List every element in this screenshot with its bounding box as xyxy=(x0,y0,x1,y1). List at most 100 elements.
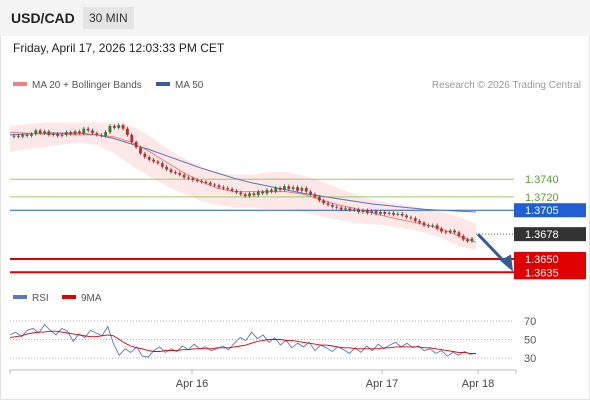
current-price-label: 1.3678 xyxy=(525,229,559,241)
candle-body xyxy=(405,215,408,218)
candle-body xyxy=(326,203,330,205)
candle-body xyxy=(134,141,138,148)
candle-body xyxy=(91,130,94,134)
level-label: 1.3705 xyxy=(525,205,559,217)
candle-body xyxy=(213,184,217,186)
candle-body xyxy=(139,147,142,154)
candle-body xyxy=(283,186,286,190)
candle-body xyxy=(444,231,448,233)
candle-body xyxy=(86,128,90,131)
candle-body xyxy=(466,239,470,242)
candle-body xyxy=(470,238,474,242)
candle-body xyxy=(387,212,391,214)
ma20-line xyxy=(9,131,477,243)
candle-body xyxy=(461,235,465,240)
candle-body xyxy=(21,134,25,137)
candle-body xyxy=(173,172,177,174)
candle-body xyxy=(274,188,278,192)
candle-body xyxy=(147,157,151,160)
rsi-ma-line xyxy=(9,330,476,354)
candle-body xyxy=(322,200,326,204)
candle-body xyxy=(143,153,147,158)
candle-body xyxy=(112,126,116,128)
candle-body xyxy=(426,225,430,227)
candle-body xyxy=(379,212,382,214)
x-tick-label: Apr 18 xyxy=(462,378,494,390)
forecast-arrow-head xyxy=(500,254,513,272)
candle-body xyxy=(365,210,369,213)
candle-body xyxy=(169,169,173,173)
candle-body xyxy=(16,135,20,137)
candle-body xyxy=(204,181,208,183)
candle-body xyxy=(239,192,243,195)
candle-body xyxy=(396,213,400,215)
candle-body xyxy=(309,191,313,195)
candle-body xyxy=(235,190,238,193)
candle-body xyxy=(25,134,29,136)
candle-body xyxy=(392,212,395,215)
rsi-level-label: 30 xyxy=(524,353,536,365)
candle-body xyxy=(108,126,112,133)
candle-body xyxy=(156,161,160,164)
candle-body xyxy=(361,210,365,212)
candle-body xyxy=(278,188,282,190)
candle-body xyxy=(208,182,212,185)
candle-body xyxy=(265,189,269,194)
rsi-level-label: 50 xyxy=(524,335,536,347)
candle-body xyxy=(182,174,186,178)
candle-body xyxy=(99,134,103,136)
candle-body xyxy=(78,131,81,134)
candle-body xyxy=(178,173,182,175)
candle-body xyxy=(43,131,46,134)
candle-body xyxy=(296,187,299,191)
candle-body xyxy=(374,211,378,214)
candle-body xyxy=(269,189,273,192)
ma20-legend: MA 20 + Bollinger Bands xyxy=(13,80,142,92)
rsi-swatch xyxy=(13,295,27,300)
candle-body xyxy=(418,220,422,223)
candle-body xyxy=(252,193,256,196)
candle-body xyxy=(409,217,413,219)
ma50-legend-label: MA 50 xyxy=(175,80,204,91)
candle-body xyxy=(117,125,121,128)
candle-body xyxy=(300,188,304,191)
candle-body xyxy=(304,188,308,192)
candle-body xyxy=(435,225,439,229)
level-tag xyxy=(514,265,586,280)
candle-body xyxy=(344,208,347,210)
candle-body xyxy=(230,188,234,191)
candle-body xyxy=(317,196,321,201)
candle-body xyxy=(60,134,64,136)
level-label: 1.3635 xyxy=(525,267,559,279)
candle-body xyxy=(64,132,68,135)
level-tag xyxy=(514,251,586,266)
candle-body xyxy=(121,125,125,129)
research-credit: Research © 2026 Trading Central xyxy=(431,80,581,91)
rsi-legend-label: RSI xyxy=(32,293,49,304)
rsi-ma-legend-label: 9MA xyxy=(81,293,102,304)
candle-body xyxy=(130,134,134,142)
candle-body xyxy=(287,186,291,189)
ma20-legend-label: MA 20 + Bollinger Bands xyxy=(32,80,142,91)
candle-body xyxy=(152,159,155,162)
candle-body xyxy=(200,180,203,182)
level-label: 1.3740 xyxy=(525,174,559,186)
candle-body xyxy=(160,163,164,167)
candle-body xyxy=(195,180,199,182)
candle-body xyxy=(370,211,374,213)
timeframe-button[interactable]: 30 MIN xyxy=(83,7,134,29)
candle-body xyxy=(352,209,356,211)
candle-body xyxy=(413,218,417,221)
candle-body xyxy=(69,132,73,134)
candle-body xyxy=(191,178,195,181)
candle-body xyxy=(248,193,251,197)
rsi-line xyxy=(9,324,477,358)
rsi-ma-swatch xyxy=(62,295,76,300)
candle-body xyxy=(431,225,435,227)
candle-body xyxy=(335,206,339,208)
x-tick-label: Apr 16 xyxy=(176,378,208,390)
candle-body xyxy=(38,130,42,134)
candle-body xyxy=(56,134,60,136)
candle-body xyxy=(95,133,99,135)
